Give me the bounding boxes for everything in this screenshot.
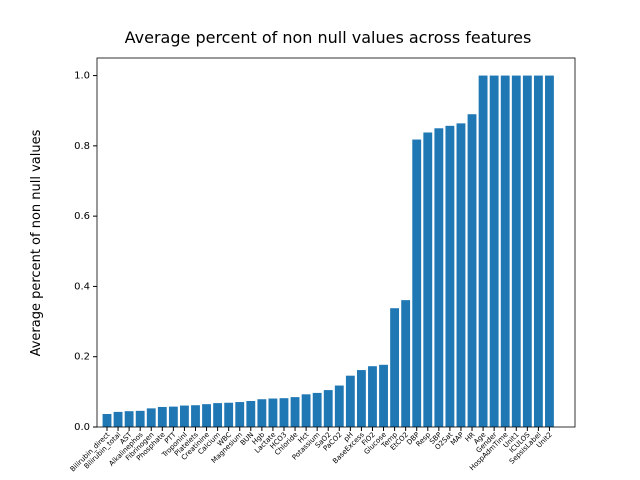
y-tick-label: 1.0 [74, 71, 90, 82]
bar [124, 411, 134, 427]
bar [511, 75, 521, 428]
bar [135, 410, 145, 427]
y-tick-label: 0.4 [74, 281, 90, 292]
y-axis-label: Average percent of non null values [29, 129, 44, 356]
chart-title: Average percent of non null values acros… [125, 28, 532, 47]
bar [202, 404, 211, 427]
bar [368, 366, 377, 427]
bar [467, 114, 477, 427]
bar [235, 402, 245, 427]
bar [434, 128, 444, 428]
bar [113, 411, 123, 427]
bar [489, 75, 499, 428]
bar [323, 390, 333, 427]
bar [401, 300, 411, 427]
bar [334, 385, 344, 427]
bar [423, 132, 433, 427]
y-tick-label: 0.2 [74, 352, 90, 363]
bar [268, 398, 278, 427]
bar [224, 402, 234, 427]
bar [379, 364, 388, 427]
bar [157, 406, 167, 427]
y-tick-label: 0.8 [74, 141, 90, 152]
bar [445, 125, 455, 427]
y-tick-label: 0.6 [74, 211, 90, 222]
bar [102, 413, 112, 427]
bar [478, 75, 488, 428]
bar [279, 398, 289, 427]
bar [246, 400, 256, 427]
bar [180, 405, 189, 427]
y-tick-label: 0.0 [74, 422, 90, 433]
bar [456, 123, 466, 427]
bar [533, 75, 543, 428]
bar [168, 406, 178, 427]
bar [257, 399, 267, 427]
bar [545, 75, 554, 428]
bar [412, 139, 422, 427]
bar [213, 403, 223, 427]
bar [345, 375, 355, 427]
bar [390, 308, 400, 427]
bar [301, 394, 311, 427]
bar [191, 405, 200, 427]
x-tick-label: MAP [449, 431, 465, 447]
bar [522, 75, 532, 428]
axes-frame [96, 57, 576, 428]
bar [356, 370, 366, 427]
bar [146, 408, 156, 427]
bar [312, 392, 322, 427]
bar [500, 75, 510, 428]
bar [290, 397, 300, 427]
